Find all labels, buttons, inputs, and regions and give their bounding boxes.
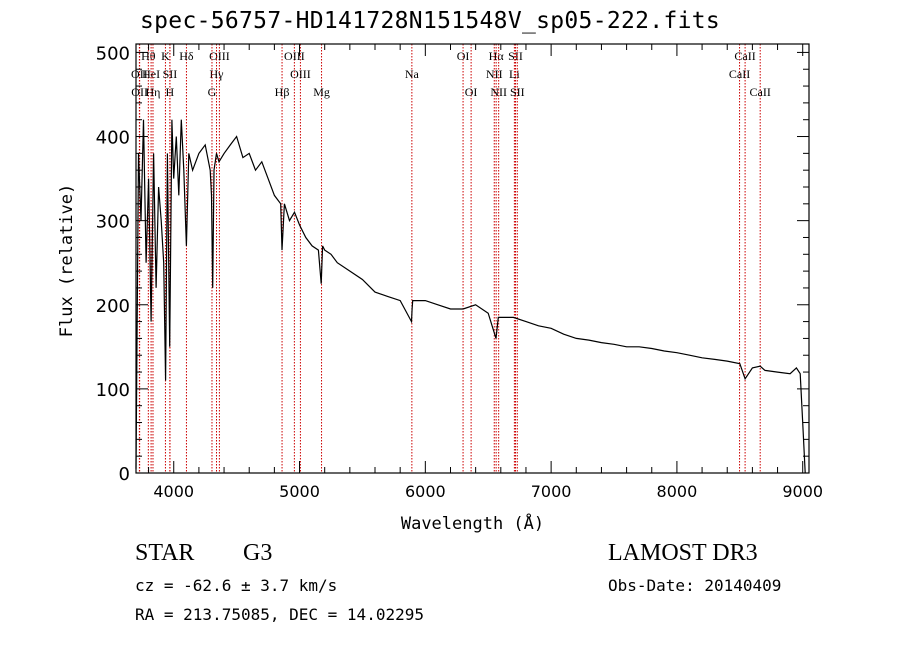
spectral-line-label: H [166, 85, 175, 99]
y-tick-label: 0 [119, 464, 130, 485]
spectral-line-label: CaII [729, 67, 750, 81]
spectral-line-label: CaII [734, 49, 755, 63]
spectral-line-label: OIII [209, 49, 230, 63]
redshift-text: cz = -62.6 ± 3.7 km/s [135, 576, 338, 595]
spectral-line-label: OIII [290, 67, 311, 81]
spectrum-line [135, 119, 806, 474]
plot-frame [135, 43, 810, 474]
y-tick-label: 500 [96, 43, 130, 64]
x-tick-label: 6000 [405, 482, 446, 501]
spectral-line-label: Mg [313, 85, 330, 99]
y-tick-label: 200 [96, 296, 130, 317]
spectral-subclass: G3 [243, 540, 273, 566]
x-tick-label: 5000 [279, 482, 320, 501]
spectral-line-label: CaII [750, 85, 771, 99]
spectral-line-label: HeI [142, 67, 160, 81]
survey-label: LAMOST DR3 [608, 540, 758, 566]
object-class: STAR [135, 540, 195, 566]
spectral-line-label: Hγ [210, 67, 225, 81]
y-tick-label: 100 [96, 380, 130, 401]
x-axis-label: Wavelength (Å) [401, 512, 544, 534]
spectral-line-label: Hθ [141, 49, 156, 63]
spectral-line-label: NII [486, 67, 503, 81]
x-tick-label: 7000 [531, 482, 572, 501]
x-tick-label: 4000 [153, 482, 194, 501]
spectral-line-label: Hη [146, 85, 161, 99]
spectral-line-label: Hβ [275, 85, 290, 99]
coordinates: RA = 213.75085, DEC = 14.02295 [135, 605, 424, 624]
y-tick-label: 400 [96, 128, 130, 149]
spectral-line-label: Na [405, 67, 420, 81]
obs-date: Obs-Date: 20140409 [608, 576, 782, 595]
x-tick-label: 8000 [657, 482, 698, 501]
spectral-line-label: Hα [489, 49, 505, 63]
y-tick-label: 300 [96, 212, 130, 233]
spectral-line-label: SII [508, 49, 523, 63]
spectral-line-label: Hδ [179, 49, 194, 63]
spectral-line-label: Li [509, 67, 520, 81]
spectral-line-label: OI [457, 49, 470, 63]
spectral-line-label: G [208, 85, 217, 99]
spectral-line-label: NII [490, 85, 507, 99]
spectral-line-label: SII [510, 85, 525, 99]
spectral-line-label: OIII [284, 49, 305, 63]
chart-title: spec-56757-HD141728N151548V_sp05-222.fit… [140, 8, 721, 34]
spectral-line-label: K [161, 49, 170, 63]
y-axis-label: Flux (relative) [57, 184, 77, 338]
spectral-line-label: OI [465, 85, 478, 99]
x-tick-label: 9000 [782, 482, 823, 501]
